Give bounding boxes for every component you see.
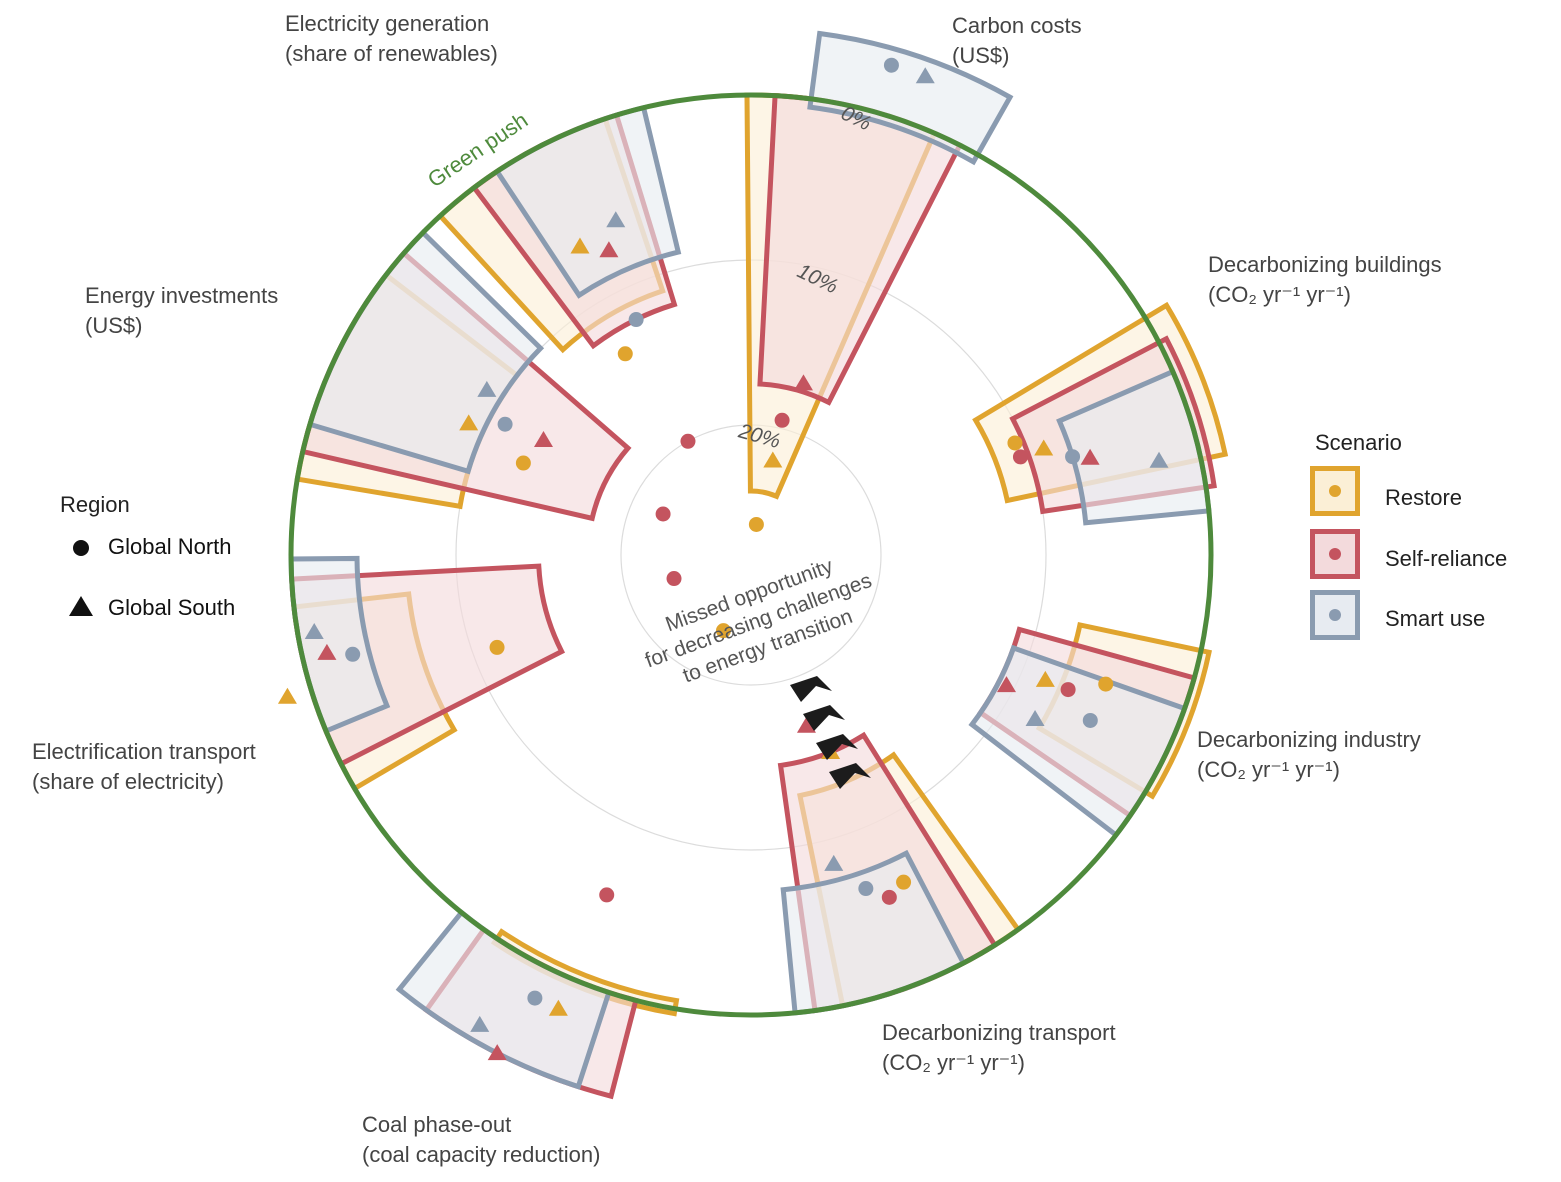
label-carbon-costs: Carbon costs (US$) <box>952 13 1082 68</box>
region-legend-title: Region <box>60 492 130 517</box>
marker-carbon-costs-global-north-smart-use <box>883 57 899 73</box>
marker-energy-investments-global-south-smart-use <box>477 380 497 397</box>
marker-decarbonizing-transport-global-south-self-reliance <box>796 716 816 733</box>
marker-decarbonizing-industry-global-north-smart-use <box>1082 712 1098 728</box>
marker-electrification-transport-global-south-smart-use <box>304 623 324 640</box>
marker-energy-investments-global-north-smart-use <box>497 416 513 432</box>
label-electricity-generation: Electricity generation (share of renewabl… <box>285 11 498 66</box>
marker-electrification-transport-global-south-restore <box>277 687 297 704</box>
marker-decarbonizing-buildings-global-north-self-reliance <box>1012 449 1028 465</box>
chevron-arrow-icon <box>803 705 845 731</box>
marker-decarbonizing-industry-global-south-smart-use <box>1025 710 1045 726</box>
marker-electricity-generation-global-north-restore <box>617 346 633 362</box>
marker-electricity-generation-global-south-smart-use <box>606 211 626 228</box>
green-push-ring <box>288 92 1214 1018</box>
marker-decarbonizing-transport-global-north-smart-use <box>858 881 874 897</box>
scenario-legend-title: Scenario <box>1315 430 1402 455</box>
marker-coal-phase-out-global-south-restore <box>548 999 568 1016</box>
marker-energy-investments-global-north-self-reliance <box>655 506 671 522</box>
marker-electricity-generation-global-north-smart-use <box>628 312 644 328</box>
marker-decarbonizing-buildings-global-north-smart-use <box>1065 449 1081 465</box>
marker-decarbonizing-buildings-global-south-self-reliance <box>1080 448 1100 465</box>
marker-energy-investments-global-south-restore <box>459 414 479 431</box>
swatch-restore <box>1310 466 1360 516</box>
legend-smart-use: Smart use <box>1385 606 1486 631</box>
marker-decarbonizing-buildings-global-south-restore <box>1034 439 1054 456</box>
swatch-self-reliance <box>1310 529 1360 579</box>
marker-electrification-transport-global-south-self-reliance <box>317 643 337 660</box>
label-electrification-transport: Electrification transport (share of elect… <box>32 739 256 794</box>
marker-carbon-costs-global-south-self-reliance <box>793 374 813 391</box>
marker-carbon-costs-global-south-restore <box>763 451 783 468</box>
legend-global-north: Global North <box>108 534 232 559</box>
marker-electrification-transport-global-north-smart-use <box>345 646 361 662</box>
arrow-chevrons <box>790 676 871 789</box>
legend-restore: Restore <box>1385 485 1463 510</box>
marker-decarbonizing-buildings-global-north-restore <box>1007 435 1023 451</box>
marker-coal-phase-out-global-north-self-reliance <box>599 887 615 903</box>
marker-electrification-transport-global-north-restore <box>489 639 505 655</box>
marker-coal-phase-out-global-south-smart-use <box>470 1015 490 1032</box>
marker-decarbonizing-transport-global-north-restore <box>896 874 912 890</box>
marker-carbon-costs-global-south-smart-use <box>915 67 935 84</box>
center-annotation: Missed opportunityfor decreasing challen… <box>633 544 884 698</box>
legend-global-south: Global South <box>108 595 236 620</box>
swatch-smart-use <box>1310 590 1360 640</box>
chevron-arrow-icon <box>790 676 832 702</box>
band-carbon-costs-smart-use <box>807 30 1014 166</box>
marker-coal-phase-out-global-south-self-reliance <box>487 1044 507 1061</box>
marker-energy-investments-global-north-restore <box>515 455 531 471</box>
chevron-arrow-icon <box>829 763 871 789</box>
chevron-arrow-icon <box>816 734 858 760</box>
marker-energy-investments-global-south-self-reliance <box>533 430 553 447</box>
marker-electricity-generation-global-south-restore <box>570 237 590 254</box>
marker-electricity-generation-global-south-self-reliance <box>599 241 619 258</box>
label-decarbonizing-transport: Decarbonizing transport (CO₂ yr⁻¹ yr⁻¹) <box>882 1020 1116 1075</box>
label-coal-phase-out: Coal phase-out (coal capacity reduction) <box>362 1112 601 1167</box>
global-south-marker-icon <box>69 596 93 616</box>
marker-electricity-generation-global-north-self-reliance <box>680 433 696 449</box>
label-decarbonizing-industry: Decarbonizing industry (CO₂ yr⁻¹ yr⁻¹) <box>1197 727 1421 782</box>
marker-carbon-costs-global-north-restore <box>748 516 764 532</box>
marker-decarbonizing-industry-global-north-self-reliance <box>1060 682 1076 698</box>
legend-self-reliance: Self-reliance <box>1385 546 1508 571</box>
marker-coal-phase-out-global-north-restore <box>715 623 731 639</box>
label-energy-investments: Energy investments (US$) <box>85 283 279 338</box>
label-decarbonizing-buildings: Decarbonizing buildings (CO₂ yr⁻¹ yr⁻¹) <box>1208 252 1442 307</box>
marker-decarbonizing-industry-global-south-self-reliance <box>996 676 1016 693</box>
global-north-marker-icon <box>73 540 89 556</box>
marker-decarbonizing-buildings-global-south-smart-use <box>1149 451 1169 468</box>
marker-decarbonizing-industry-global-north-restore <box>1098 676 1114 692</box>
marker-electrification-transport-global-north-self-reliance <box>666 571 682 587</box>
marker-decarbonizing-industry-global-south-restore <box>1035 670 1055 687</box>
marker-decarbonizing-transport-global-north-self-reliance <box>881 889 897 905</box>
marker-carbon-costs-global-north-self-reliance <box>774 412 790 428</box>
marker-decarbonizing-transport-global-south-smart-use <box>824 854 844 871</box>
marker-coal-phase-out-global-north-smart-use <box>527 990 543 1006</box>
